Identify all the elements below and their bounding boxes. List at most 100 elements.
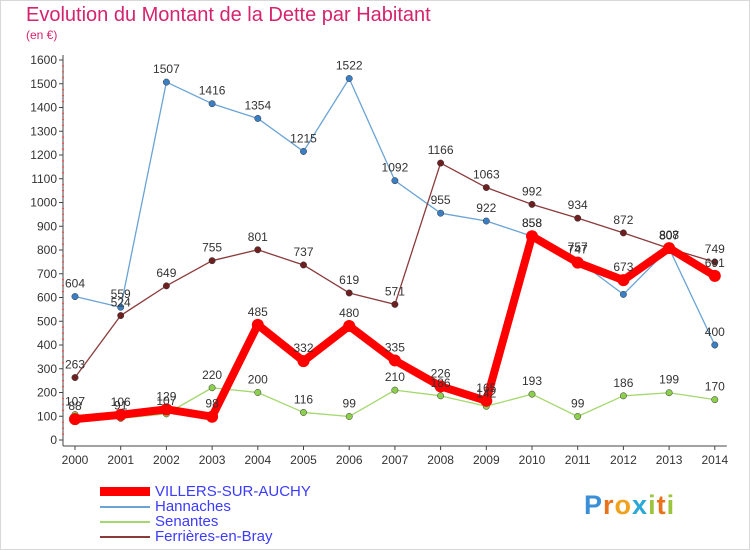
data-label: 142 bbox=[476, 386, 496, 400]
y-minor-tick bbox=[62, 160, 64, 162]
data-label: 199 bbox=[659, 373, 679, 387]
x-tick-label: 2011 bbox=[565, 453, 591, 467]
series-point-1 bbox=[117, 303, 125, 311]
y-minor-tick bbox=[62, 427, 64, 430]
series-point-2 bbox=[711, 396, 719, 404]
y-minor-tick bbox=[62, 243, 64, 245]
data-label: 1092 bbox=[382, 161, 409, 175]
data-label: 210 bbox=[385, 370, 405, 384]
y-minor-tick bbox=[62, 65, 64, 67]
series-point-1 bbox=[71, 293, 79, 300]
data-label: 200 bbox=[248, 373, 268, 387]
logo-letter: P bbox=[584, 490, 604, 520]
series-point-1 bbox=[619, 290, 627, 298]
y-minor-tick bbox=[62, 171, 64, 174]
y-tick-label: 100 bbox=[37, 409, 57, 423]
y-minor-tick bbox=[62, 94, 64, 97]
y-minor-tick bbox=[62, 308, 64, 311]
y-minor-tick bbox=[62, 231, 64, 234]
legend-label: Hannaches bbox=[155, 498, 231, 515]
y-minor-tick bbox=[62, 124, 64, 127]
series-point-2 bbox=[300, 409, 307, 416]
data-label: 649 bbox=[156, 266, 176, 280]
series-point-0 bbox=[526, 230, 538, 243]
data-label: 99 bbox=[343, 396, 357, 410]
logo-letter: x bbox=[632, 490, 649, 520]
legend: VILLERS-SUR-AUCHY Hannaches Senantes Ferriè… bbox=[100, 484, 311, 544]
y-minor-tick bbox=[62, 290, 64, 293]
y-minor-tick bbox=[62, 219, 64, 222]
data-label: 1416 bbox=[199, 84, 226, 98]
y-minor-tick bbox=[62, 314, 64, 317]
series-point-3 bbox=[254, 246, 262, 254]
series-point-3 bbox=[391, 300, 399, 308]
series-point-0 bbox=[206, 410, 219, 423]
data-label: 619 bbox=[339, 273, 359, 287]
series-point-3 bbox=[300, 261, 307, 269]
y-minor-tick bbox=[62, 70, 64, 73]
series-point-1 bbox=[437, 209, 445, 217]
chart-subtitle: (en €) bbox=[26, 28, 58, 42]
y-tick-label: 800 bbox=[37, 243, 57, 257]
legend-label: Ferrières-en-Bray bbox=[155, 528, 273, 545]
y-minor-tick bbox=[62, 237, 64, 240]
data-label: 559 bbox=[111, 287, 131, 301]
data-label: 934 bbox=[568, 198, 588, 212]
y-minor-tick bbox=[62, 76, 64, 79]
data-label: 1354 bbox=[244, 98, 271, 112]
chart-title: Evolution du Montant de la Dette par Hab… bbox=[26, 4, 431, 26]
data-label: 749 bbox=[705, 242, 725, 256]
y-minor-tick bbox=[62, 332, 64, 335]
data-label: 922 bbox=[476, 201, 496, 215]
series-point-0 bbox=[571, 256, 584, 269]
x-tick-label: 2002 bbox=[153, 453, 180, 467]
data-label: 992 bbox=[522, 184, 542, 198]
series-point-0 bbox=[251, 318, 264, 331]
data-label: 186 bbox=[431, 376, 451, 390]
y-minor-tick bbox=[62, 302, 64, 305]
legend-swatch bbox=[100, 487, 150, 496]
series-point-3 bbox=[619, 229, 627, 237]
logo-letter: o bbox=[614, 490, 633, 520]
series-point-0 bbox=[617, 274, 630, 287]
series-point-1 bbox=[482, 217, 490, 225]
x-tick-label: 2010 bbox=[519, 453, 546, 467]
series-point-1 bbox=[391, 177, 399, 185]
y-minor-tick bbox=[62, 183, 64, 186]
series-point-3 bbox=[117, 312, 125, 319]
data-label: 858 bbox=[522, 216, 542, 230]
y-tick-label: 700 bbox=[37, 267, 57, 281]
series-point-2 bbox=[665, 389, 673, 397]
data-label: 673 bbox=[613, 260, 633, 274]
y-minor-tick bbox=[62, 148, 64, 150]
data-label: 691 bbox=[705, 256, 725, 270]
data-label: 480 bbox=[339, 306, 359, 320]
y-tick-label: 400 bbox=[37, 338, 57, 352]
x-tick-label: 2006 bbox=[336, 453, 363, 467]
data-label: 99 bbox=[571, 396, 585, 410]
legend-swatch bbox=[100, 535, 150, 538]
series-point-0 bbox=[388, 354, 401, 367]
y-minor-tick bbox=[62, 433, 64, 435]
y-tick-label: 1500 bbox=[30, 77, 57, 91]
data-label: 737 bbox=[293, 245, 313, 259]
y-tick-label: 600 bbox=[37, 291, 57, 305]
x-tick-label: 2009 bbox=[473, 453, 500, 467]
data-label: 747 bbox=[568, 243, 588, 257]
data-label: 220 bbox=[202, 368, 222, 382]
data-label: 165 bbox=[476, 381, 496, 395]
series-point-0 bbox=[663, 242, 676, 255]
data-label: 107 bbox=[65, 395, 85, 409]
data-label: 1063 bbox=[473, 168, 500, 182]
series-point-2 bbox=[437, 392, 445, 400]
series-point-2 bbox=[254, 389, 262, 396]
series-point-3 bbox=[162, 282, 170, 290]
y-tick-label: 200 bbox=[37, 386, 57, 400]
y-tick-label: 1000 bbox=[30, 196, 57, 210]
data-label: 335 bbox=[385, 340, 405, 354]
data-label: 263 bbox=[65, 358, 85, 372]
y-tick-label: 1200 bbox=[30, 148, 57, 162]
y-minor-tick bbox=[62, 361, 64, 364]
series-point-3 bbox=[574, 214, 582, 222]
